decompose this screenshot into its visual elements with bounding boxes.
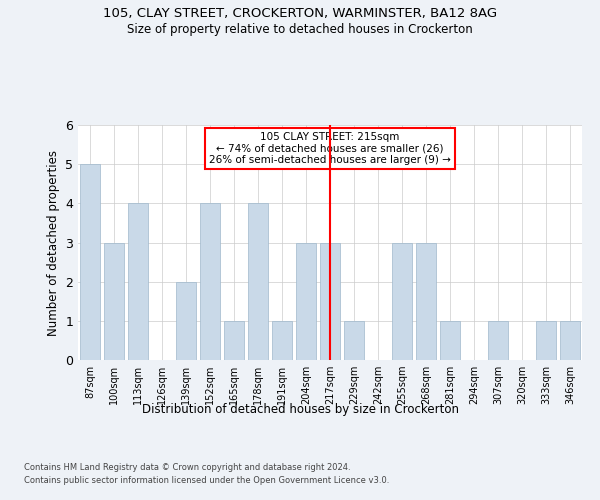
Text: Size of property relative to detached houses in Crockerton: Size of property relative to detached ho… [127, 22, 473, 36]
Bar [176, 282, 196, 360]
Text: 105, CLAY STREET, CROCKERTON, WARMINSTER, BA12 8AG: 105, CLAY STREET, CROCKERTON, WARMINSTER… [103, 8, 497, 20]
Bar [416, 242, 436, 360]
Bar [296, 242, 316, 360]
Bar [248, 204, 268, 360]
Bar [392, 242, 412, 360]
Y-axis label: Number of detached properties: Number of detached properties [47, 150, 59, 336]
Bar [80, 164, 100, 360]
Bar [320, 242, 340, 360]
Bar [488, 321, 508, 360]
Bar [536, 321, 556, 360]
Bar [128, 204, 148, 360]
Text: Contains public sector information licensed under the Open Government Licence v3: Contains public sector information licen… [24, 476, 389, 485]
Bar [200, 204, 220, 360]
Bar [224, 321, 244, 360]
Text: Distribution of detached houses by size in Crockerton: Distribution of detached houses by size … [142, 402, 458, 415]
Text: Contains HM Land Registry data © Crown copyright and database right 2024.: Contains HM Land Registry data © Crown c… [24, 462, 350, 471]
Bar [344, 321, 364, 360]
Bar [560, 321, 580, 360]
Bar [104, 242, 124, 360]
Bar [440, 321, 460, 360]
Bar [272, 321, 292, 360]
Text: 105 CLAY STREET: 215sqm
← 74% of detached houses are smaller (26)
26% of semi-de: 105 CLAY STREET: 215sqm ← 74% of detache… [209, 132, 451, 165]
